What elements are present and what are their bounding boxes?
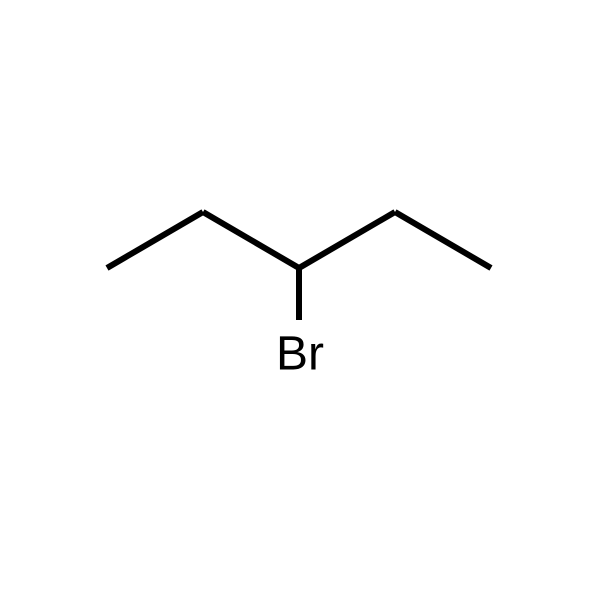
- molecule-diagram: Br: [0, 0, 600, 600]
- atom-label-br: Br: [276, 328, 324, 381]
- labels-group: Br: [276, 328, 324, 381]
